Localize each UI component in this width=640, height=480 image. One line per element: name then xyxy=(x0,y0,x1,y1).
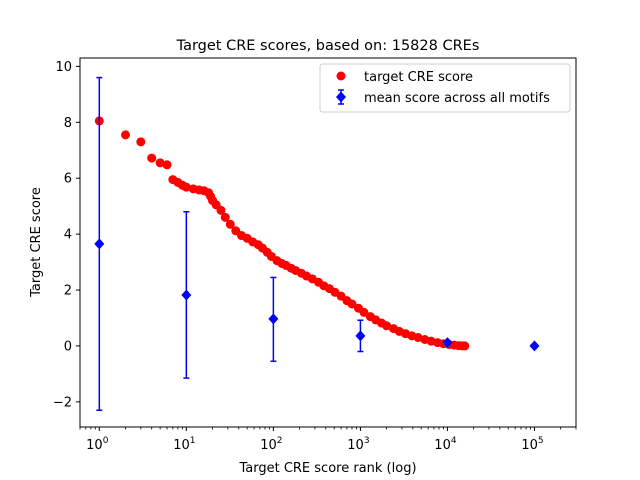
target-score-point xyxy=(359,307,369,317)
target-score-point xyxy=(155,158,165,168)
x-tick-label: 103 xyxy=(347,436,369,453)
y-axis-label: Target CRE score xyxy=(29,187,44,298)
mean-score-point xyxy=(94,238,105,250)
mean-score-point xyxy=(355,330,366,342)
y-tick-label: 6 xyxy=(64,172,72,187)
legend: target CRE score mean score across all m… xyxy=(319,63,571,113)
target-score-point xyxy=(136,137,146,147)
x-tick-label: 101 xyxy=(173,436,195,453)
target-score-point xyxy=(225,219,235,229)
mean-score-point xyxy=(181,289,192,301)
legend-box xyxy=(319,63,571,113)
x-tick-label: 105 xyxy=(521,436,543,453)
legend-marker-target-score xyxy=(336,71,346,81)
target-score-point xyxy=(460,341,470,351)
x-axis-label: Target CRE score rank (log) xyxy=(238,461,416,476)
target-score-point xyxy=(413,333,423,343)
x-tick-label: 102 xyxy=(260,436,282,453)
mean-score-point xyxy=(529,340,540,352)
y-tick-label: −2 xyxy=(53,395,72,410)
axis-ticks: 100 101 102 103 104 105 −2 0 2 4 6 8 10 xyxy=(53,60,577,453)
y-tick-label: 10 xyxy=(55,60,72,75)
target-score-point xyxy=(147,153,157,163)
chart-title: Target CRE scores, based on: 15828 CREs xyxy=(176,38,480,54)
target-score-point xyxy=(162,160,172,170)
x-tick-label: 104 xyxy=(434,436,457,453)
y-tick-label: 8 xyxy=(64,116,72,131)
target-score-point xyxy=(382,321,392,331)
legend-label-target-score: target CRE score xyxy=(364,70,473,85)
y-tick-label: 4 xyxy=(64,228,72,243)
y-tick-label: 0 xyxy=(64,339,72,354)
x-tick-label: 100 xyxy=(86,436,109,453)
axes-frame xyxy=(79,57,577,428)
legend-marker-mean-score xyxy=(336,91,346,103)
target-score-point xyxy=(121,130,131,140)
y-tick-label: 2 xyxy=(64,284,72,299)
target-score-point xyxy=(220,212,230,222)
mean-score-point xyxy=(268,313,279,325)
plot-area xyxy=(94,76,540,411)
legend-label-mean-score: mean score across all motifs xyxy=(364,91,550,106)
mean-score-point xyxy=(442,337,453,349)
target-score-point xyxy=(181,182,191,192)
target-score-point xyxy=(347,299,357,309)
target-score-point xyxy=(216,205,226,215)
